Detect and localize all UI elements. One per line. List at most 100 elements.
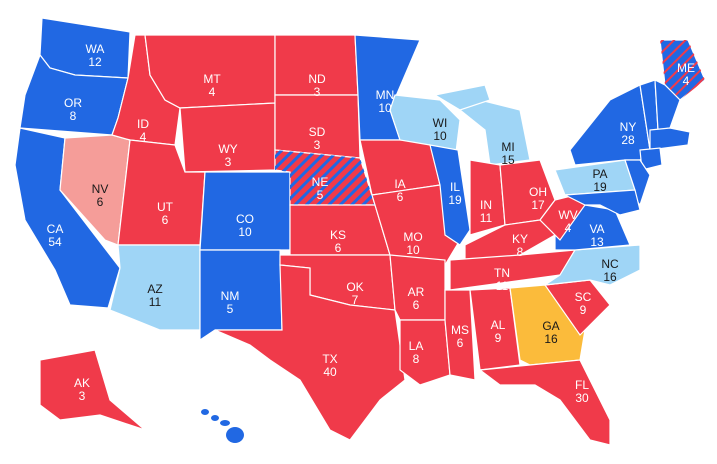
- state-votes: 19: [448, 193, 462, 207]
- state-shape: [469, 287, 521, 371]
- state-votes: 10: [433, 129, 447, 143]
- state-shape: [478, 359, 611, 446]
- state-votes: 5: [317, 188, 324, 202]
- state-shape: [214, 264, 406, 441]
- state-shape: [39, 349, 146, 431]
- state-abbr: VA: [589, 222, 604, 236]
- state-votes: 54: [48, 235, 62, 249]
- state-abbr: IL: [450, 180, 460, 194]
- small-states: [201, 78, 691, 443]
- state-votes: 40: [323, 365, 337, 379]
- state-abbr: FL: [575, 378, 589, 392]
- state-abbr: KS: [330, 228, 346, 242]
- state-votes: 15: [501, 153, 515, 167]
- state-abbr: UT: [157, 200, 174, 214]
- state-abbr: OR: [64, 96, 82, 110]
- state-abbr: NV: [92, 182, 109, 196]
- state-shape: [562, 189, 641, 216]
- state-abbr: NC: [601, 257, 619, 271]
- state-abbr: OH: [529, 185, 547, 199]
- state-votes: 17: [531, 198, 545, 212]
- state-votes: 3: [225, 155, 232, 169]
- state-abbr: MO: [403, 230, 422, 244]
- state-shape: [649, 127, 691, 151]
- state-votes: 19: [593, 180, 607, 194]
- state-votes: 11: [480, 211, 493, 225]
- state-votes: 6: [413, 298, 420, 312]
- state-abbr: CA: [47, 222, 64, 236]
- state-abbr: MS: [451, 323, 469, 337]
- state-votes: 4: [565, 221, 572, 235]
- state-shape: [444, 289, 476, 381]
- state-abbr: MT: [203, 72, 221, 86]
- state-abbr: ND: [308, 72, 326, 86]
- state-votes: 16: [603, 270, 617, 284]
- state-votes: 9: [580, 303, 587, 317]
- state-votes: 28: [621, 133, 635, 147]
- state-votes: 4: [683, 74, 690, 88]
- state-abbr: NY: [620, 120, 637, 134]
- states: [14, 17, 706, 446]
- state-votes: 8: [413, 352, 420, 366]
- state-votes: 4: [209, 85, 216, 99]
- state-shape: [399, 319, 451, 386]
- state-abbr: IN: [480, 198, 492, 212]
- state-abbr: SD: [309, 125, 326, 139]
- state-abbr: MN: [376, 88, 395, 102]
- state-votes: 6: [335, 241, 342, 255]
- state-shape: [569, 84, 651, 166]
- state-abbr: AZ: [147, 282, 162, 296]
- state-abbr: IA: [394, 177, 405, 191]
- state-votes: 9: [495, 331, 502, 345]
- labels: WA12OR8CA54NV6ID4MT4WY3UT6AZ11CO10NM5ND3…: [47, 42, 695, 405]
- state-abbr: SC: [575, 290, 592, 304]
- state-abbr: WV: [558, 208, 577, 222]
- state-abbr: ME: [677, 61, 695, 75]
- state-abbr: AR: [408, 285, 425, 299]
- state-abbr: CO: [236, 212, 254, 226]
- state-abbr: GA: [542, 319, 559, 333]
- state-abbr: TX: [322, 352, 337, 366]
- state-shape: [429, 144, 471, 246]
- state-votes: 30: [575, 391, 589, 405]
- state-abbr: WA: [86, 42, 105, 56]
- state-abbr: MI: [501, 140, 514, 154]
- state-votes: 6: [97, 195, 104, 209]
- state-votes: 10: [406, 243, 420, 257]
- state-votes: 11: [149, 295, 162, 309]
- state-votes: 3: [314, 138, 321, 152]
- state-votes: 6: [397, 190, 404, 204]
- state-votes: 6: [162, 213, 169, 227]
- state-votes: 11: [496, 279, 509, 293]
- state-votes: 4: [140, 130, 147, 144]
- state-abbr: AL: [491, 318, 506, 332]
- state-abbr: OK: [346, 280, 363, 294]
- state-votes: 3: [314, 85, 321, 99]
- state-votes: 10: [378, 101, 392, 115]
- state-abbr: NE: [312, 175, 329, 189]
- state-hatch: [275, 150, 375, 205]
- state-abbr: ID: [137, 117, 149, 131]
- state-votes: 8: [70, 109, 77, 123]
- state-abbr: TN: [494, 266, 510, 280]
- state-abbr: NM: [221, 289, 240, 303]
- state-votes: 3: [79, 389, 86, 403]
- state-abbr: LA: [409, 339, 424, 353]
- state-shape: [458, 99, 531, 166]
- state-shape: [654, 78, 681, 131]
- state-votes: 10: [238, 225, 252, 239]
- state-shape: [433, 84, 491, 111]
- state-abbr: AK: [74, 376, 90, 390]
- state-hatch: [660, 40, 705, 100]
- state-abbr: KY: [512, 232, 528, 246]
- state-votes: 6: [457, 336, 464, 350]
- state-votes: 5: [227, 302, 234, 316]
- state-votes: 8: [517, 245, 524, 259]
- state-votes: 7: [352, 293, 359, 307]
- state-abbr: WI: [433, 116, 448, 130]
- state-votes: 12: [88, 55, 102, 69]
- state-abbr: WY: [218, 142, 237, 156]
- state-votes: 13: [590, 235, 604, 249]
- state-votes: 16: [544, 332, 558, 346]
